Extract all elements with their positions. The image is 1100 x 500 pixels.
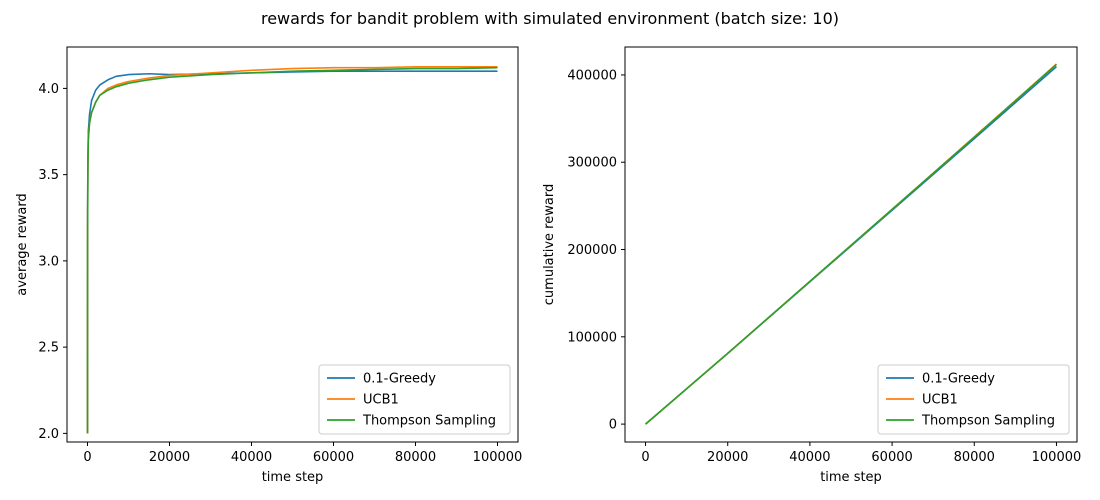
x-tick-label: 60000 [313,450,354,465]
y-tick-label: 100000 [567,330,617,345]
y-tick-label: 400000 [567,68,617,83]
chart-right: 0 20000 40000 60000 80000 100000 0 100000 200000… [542,46,1082,485]
x-tick-label: 20000 [149,450,190,465]
y-tick-label: 3.0 [38,254,59,269]
y-tick-label: 300000 [567,156,617,171]
figure-title: rewards for bandit problem with simulate… [261,9,839,28]
legend-box [318,364,511,435]
y-tick-label: 4.0 [38,82,59,97]
y-tick-label: 200000 [567,243,617,258]
x-tick-label: 40000 [231,450,272,465]
x-tick-label: 100000 [473,450,523,465]
x-tick-label: 100000 [1032,450,1082,465]
y-tick-label: 0 [609,418,617,433]
series-line-thompson [86,66,498,434]
x-tick-label: 40000 [789,450,830,465]
charts-container: 0 20000 40000 60000 80000 100000 2.0 2.5 3.0 3.5 4… [15,46,1082,485]
legend-label: UCB1 [363,393,399,408]
legend-label: 0.1-Greedy [922,372,995,387]
axes-frame-left [66,46,519,443]
x-tick-label: 80000 [395,450,436,465]
x-tick-label: 60000 [871,450,912,465]
legend-label: UCB1 [922,393,958,408]
x-axis-label: time step [820,470,882,485]
y-tick-label: 2.0 [38,427,59,442]
y-axis-label: average reward [15,193,30,295]
legend-label: Thompson Sampling [921,414,1055,429]
x-tick-label: 0 [641,450,649,465]
chart-left: 0 20000 40000 60000 80000 100000 2.0 2.5 3.0 3.5 4… [15,46,523,485]
legend-box [877,364,1070,435]
x-tick-label: 0 [83,450,91,465]
legend-left: 0.1-Greedy UCB1 Thompson Sampling [318,364,511,435]
y-tick-label: 3.5 [38,168,59,183]
legend-right: 0.1-Greedy UCB1 Thompson Sampling [877,364,1070,435]
legend-label: 0.1-Greedy [363,372,436,387]
y-tick-label: 2.5 [38,341,59,356]
axes-frame-right [624,46,1078,443]
series-line-thompson [645,63,1057,425]
x-axis-label: time step [262,470,324,485]
x-tick-label: 80000 [954,450,995,465]
y-axis-label: cumulative reward [542,184,557,305]
x-tick-label: 20000 [707,450,748,465]
legend-label: Thompson Sampling [362,414,496,429]
